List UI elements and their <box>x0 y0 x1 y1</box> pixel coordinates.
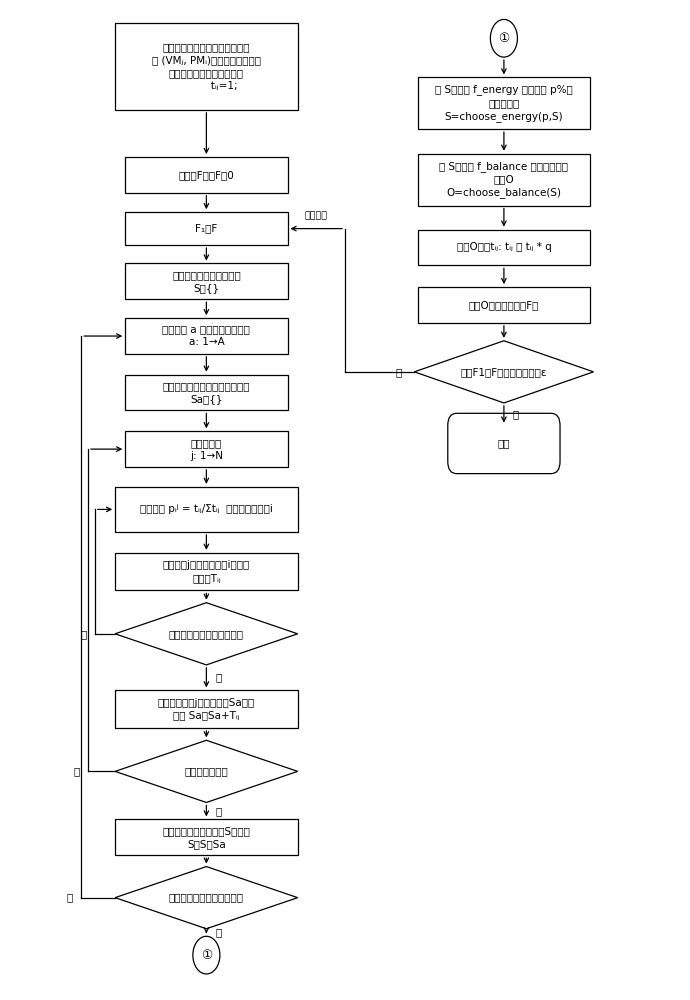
Text: 虚拟机遍历完成: 虚拟机遍历完成 <box>184 766 228 776</box>
Text: ①: ① <box>201 949 212 962</box>
FancyBboxPatch shape <box>417 154 590 206</box>
FancyBboxPatch shape <box>417 77 590 129</box>
FancyBboxPatch shape <box>115 819 297 855</box>
Polygon shape <box>115 603 297 665</box>
FancyBboxPatch shape <box>417 230 590 265</box>
Text: 否: 否 <box>215 673 221 683</box>
Text: 初始化放置方案集合为空
S＝{}: 初始化放置方案集合为空 S＝{} <box>172 270 241 293</box>
FancyBboxPatch shape <box>126 212 288 245</box>
Text: 初始化F値：F＝0: 初始化F値：F＝0 <box>179 170 234 180</box>
FancyBboxPatch shape <box>115 23 297 110</box>
Text: 结束: 结束 <box>497 438 510 448</box>
Text: 是: 是 <box>215 928 221 938</box>
Text: 从 S中选择 f_energy 最小的前 p%个
蚁蚁的方案
S=choose_energy(p,S): 从 S中选择 f_energy 最小的前 p%个 蚁蚁的方案 S=choose_… <box>435 85 573 122</box>
Text: 计算O分配方案下的F値: 计算O分配方案下的F値 <box>469 300 539 310</box>
Text: ①: ① <box>498 32 509 45</box>
Text: 遍历虚拟机
j: 1→N: 遍历虚拟机 j: 1→N <box>190 438 223 461</box>
Text: 遍历O中的tᵢⱼ: tᵢⱼ ＝ tᵢⱼ * q: 遍历O中的tᵢⱼ: tᵢⱼ ＝ tᵢⱼ * q <box>457 242 551 252</box>
Text: 将当前蚁蚁的方案加入S的集合
S＝S＋Sa: 将当前蚁蚁的方案加入S的集合 S＝S＋Sa <box>162 826 250 849</box>
Polygon shape <box>115 867 297 929</box>
Text: 迁移后物理机产生资源不足: 迁移后物理机产生资源不足 <box>169 629 244 639</box>
FancyBboxPatch shape <box>115 487 297 532</box>
FancyBboxPatch shape <box>115 690 297 728</box>
Text: F₁＝F: F₁＝F <box>195 224 217 234</box>
Text: 是: 是 <box>215 806 221 816</box>
Text: 所有蚁蚁均生成了放置方案: 所有蚁蚁均生成了放置方案 <box>169 893 244 903</box>
Text: 否: 否 <box>74 766 80 776</box>
Text: 按照概率 pᵢʲ = tᵢⱼ/Σtᵢⱼ  选择一个物理机i: 按照概率 pᵢʲ = tᵢⱼ/Σtᵢⱼ 选择一个物理机i <box>140 504 273 514</box>
Text: 初始化当前蚁蚁的分配方案集合
Sa＝{}: 初始化当前蚁蚁的分配方案集合 Sa＝{} <box>163 381 250 404</box>
FancyBboxPatch shape <box>126 157 288 193</box>
Text: 否: 否 <box>67 893 73 903</box>
FancyBboxPatch shape <box>126 318 288 354</box>
Polygon shape <box>414 341 593 403</box>
Circle shape <box>193 936 220 974</box>
Text: 是: 是 <box>81 629 87 639</box>
FancyBboxPatch shape <box>126 263 288 299</box>
FancyBboxPatch shape <box>115 553 297 590</box>
FancyBboxPatch shape <box>417 287 590 323</box>
Text: 否: 否 <box>396 367 402 377</box>
FancyBboxPatch shape <box>126 431 288 467</box>
Text: 将当前虚拟机j的分配加入Sa的集
合中 Sa＝Sa+Tᵢⱼ: 将当前虚拟机j的分配加入Sa的集 合中 Sa＝Sa+Tᵢⱼ <box>158 698 255 721</box>
Text: 从 S中选择 f_balance 最小的蚁蚁的
方案O
O=choose_balance(S): 从 S中选择 f_balance 最小的蚁蚁的 方案O O=choose_bal… <box>440 161 569 198</box>
Text: 继续迭代: 继续迭代 <box>305 211 328 220</box>
Text: 每只蚁蚁 a 轮流执行以下步骤
a: 1→A: 每只蚁蚁 a 轮流执行以下步骤 a: 1→A <box>162 325 250 347</box>
Text: 将虚拟机j分配到物理机i上，产
生分配Tᵢⱼ: 将虚拟机j分配到物理机i上，产 生分配Tᵢⱼ <box>163 560 250 583</box>
Text: 对比F1和F的値，误差小于ε: 对比F1和F的値，误差小于ε <box>461 367 547 377</box>
Text: 将所有的虚拟机、物理机构造形
如 (VMⱼ, PMᵢ)的二元组路径对，
并初始化所有路径的信息素
           tᵢⱼ=1;: 将所有的虚拟机、物理机构造形 如 (VMⱼ, PMᵢ)的二元组路径对， 并初始化… <box>152 42 261 91</box>
Circle shape <box>491 19 518 57</box>
Polygon shape <box>115 740 297 802</box>
FancyBboxPatch shape <box>126 375 288 410</box>
Text: 是: 是 <box>513 409 519 419</box>
FancyBboxPatch shape <box>448 413 560 474</box>
